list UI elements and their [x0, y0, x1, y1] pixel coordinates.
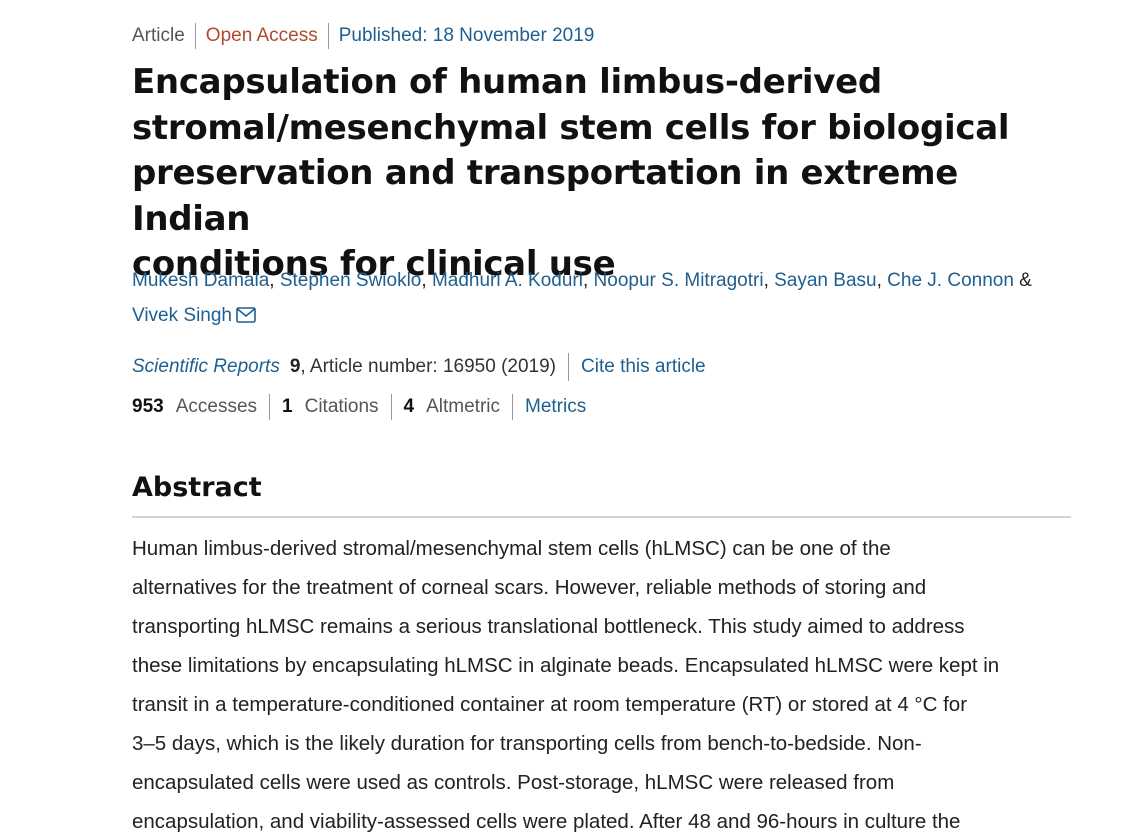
author-link[interactable]: Madhuri A. Koduri — [431, 270, 583, 291]
altmetric-label: Altmetric — [426, 396, 500, 417]
abstract-line: encapsulated cells were used as controls… — [132, 771, 895, 794]
abstract-line: transporting hLMSC remains a serious tra… — [132, 615, 965, 638]
accesses-count: 953 — [132, 396, 164, 417]
abstract-heading: Abstract — [132, 472, 262, 503]
abstract-line: 3–5 days, which is the likely duration f… — [132, 732, 922, 755]
author-link[interactable]: Noopur S. Mitragotri — [593, 270, 764, 291]
abstract-text: Human limbus-derived stromal/mesenchymal… — [132, 529, 1072, 837]
divider — [327, 23, 329, 49]
abstract-line: alternatives for the treatment of cornea… — [132, 576, 927, 599]
published-date: Published: 18 November 2019 — [338, 25, 595, 46]
title-line: stromal/mesenchymal stem cells for biolo… — [132, 107, 1010, 148]
open-access-label: Open Access — [205, 25, 318, 46]
journal-citation: Scientific Reports 9 , Article number: 1… — [132, 353, 706, 381]
author-link[interactable]: Vivek Singh — [132, 305, 232, 326]
journal-volume: 9 — [289, 356, 301, 377]
author-link[interactable]: Sayan Basu — [774, 270, 877, 291]
mail-icon[interactable] — [236, 300, 256, 335]
citations-count: 1 — [282, 396, 293, 417]
author-list: Mukesh Damala, Stephen Swioklo, Madhuri … — [132, 263, 1072, 335]
article-type: Article — [132, 25, 185, 46]
abstract-line: encapsulation, and viability-assessed ce… — [132, 810, 961, 833]
article-meta: Article Open Access Published: 18 Novemb… — [132, 22, 594, 50]
accesses-label: Accesses — [175, 396, 258, 417]
divider — [269, 394, 271, 420]
journal-name[interactable]: Scientific Reports — [132, 356, 280, 377]
divider — [194, 23, 196, 49]
article-number: , Article number: 16950 (2019) — [300, 356, 557, 377]
author-link[interactable]: Che J. Connon — [887, 270, 1014, 291]
author-link[interactable]: Stephen Swioklo — [279, 270, 422, 291]
divider — [512, 394, 513, 420]
author-link[interactable]: Mukesh Damala — [132, 270, 270, 291]
article-title: Encapsulation of human limbus-derived st… — [132, 60, 1052, 288]
abstract-divider — [132, 516, 1071, 518]
metrics-link[interactable]: Metrics — [525, 396, 587, 417]
title-line: preservation and transportation in extre… — [132, 153, 958, 239]
cite-this-article-link[interactable]: Cite this article — [581, 356, 706, 377]
article-metrics: 953 Accesses 1 Citations 4 Altmetric Met… — [132, 393, 586, 421]
title-line: conditions for clinical use — [132, 244, 616, 284]
divider — [390, 394, 392, 420]
abstract-line: these limitations by encapsulating hLMSC… — [132, 654, 1000, 677]
citations-label: Citations — [304, 396, 379, 417]
abstract-line: transit in a temperature-conditioned con… — [132, 693, 968, 716]
abstract-line: Human limbus-derived stromal/mesenchymal… — [132, 537, 891, 560]
title-line: Encapsulation of human limbus-derived — [132, 62, 882, 102]
divider — [568, 353, 570, 381]
altmetric-count: 4 — [403, 396, 415, 417]
